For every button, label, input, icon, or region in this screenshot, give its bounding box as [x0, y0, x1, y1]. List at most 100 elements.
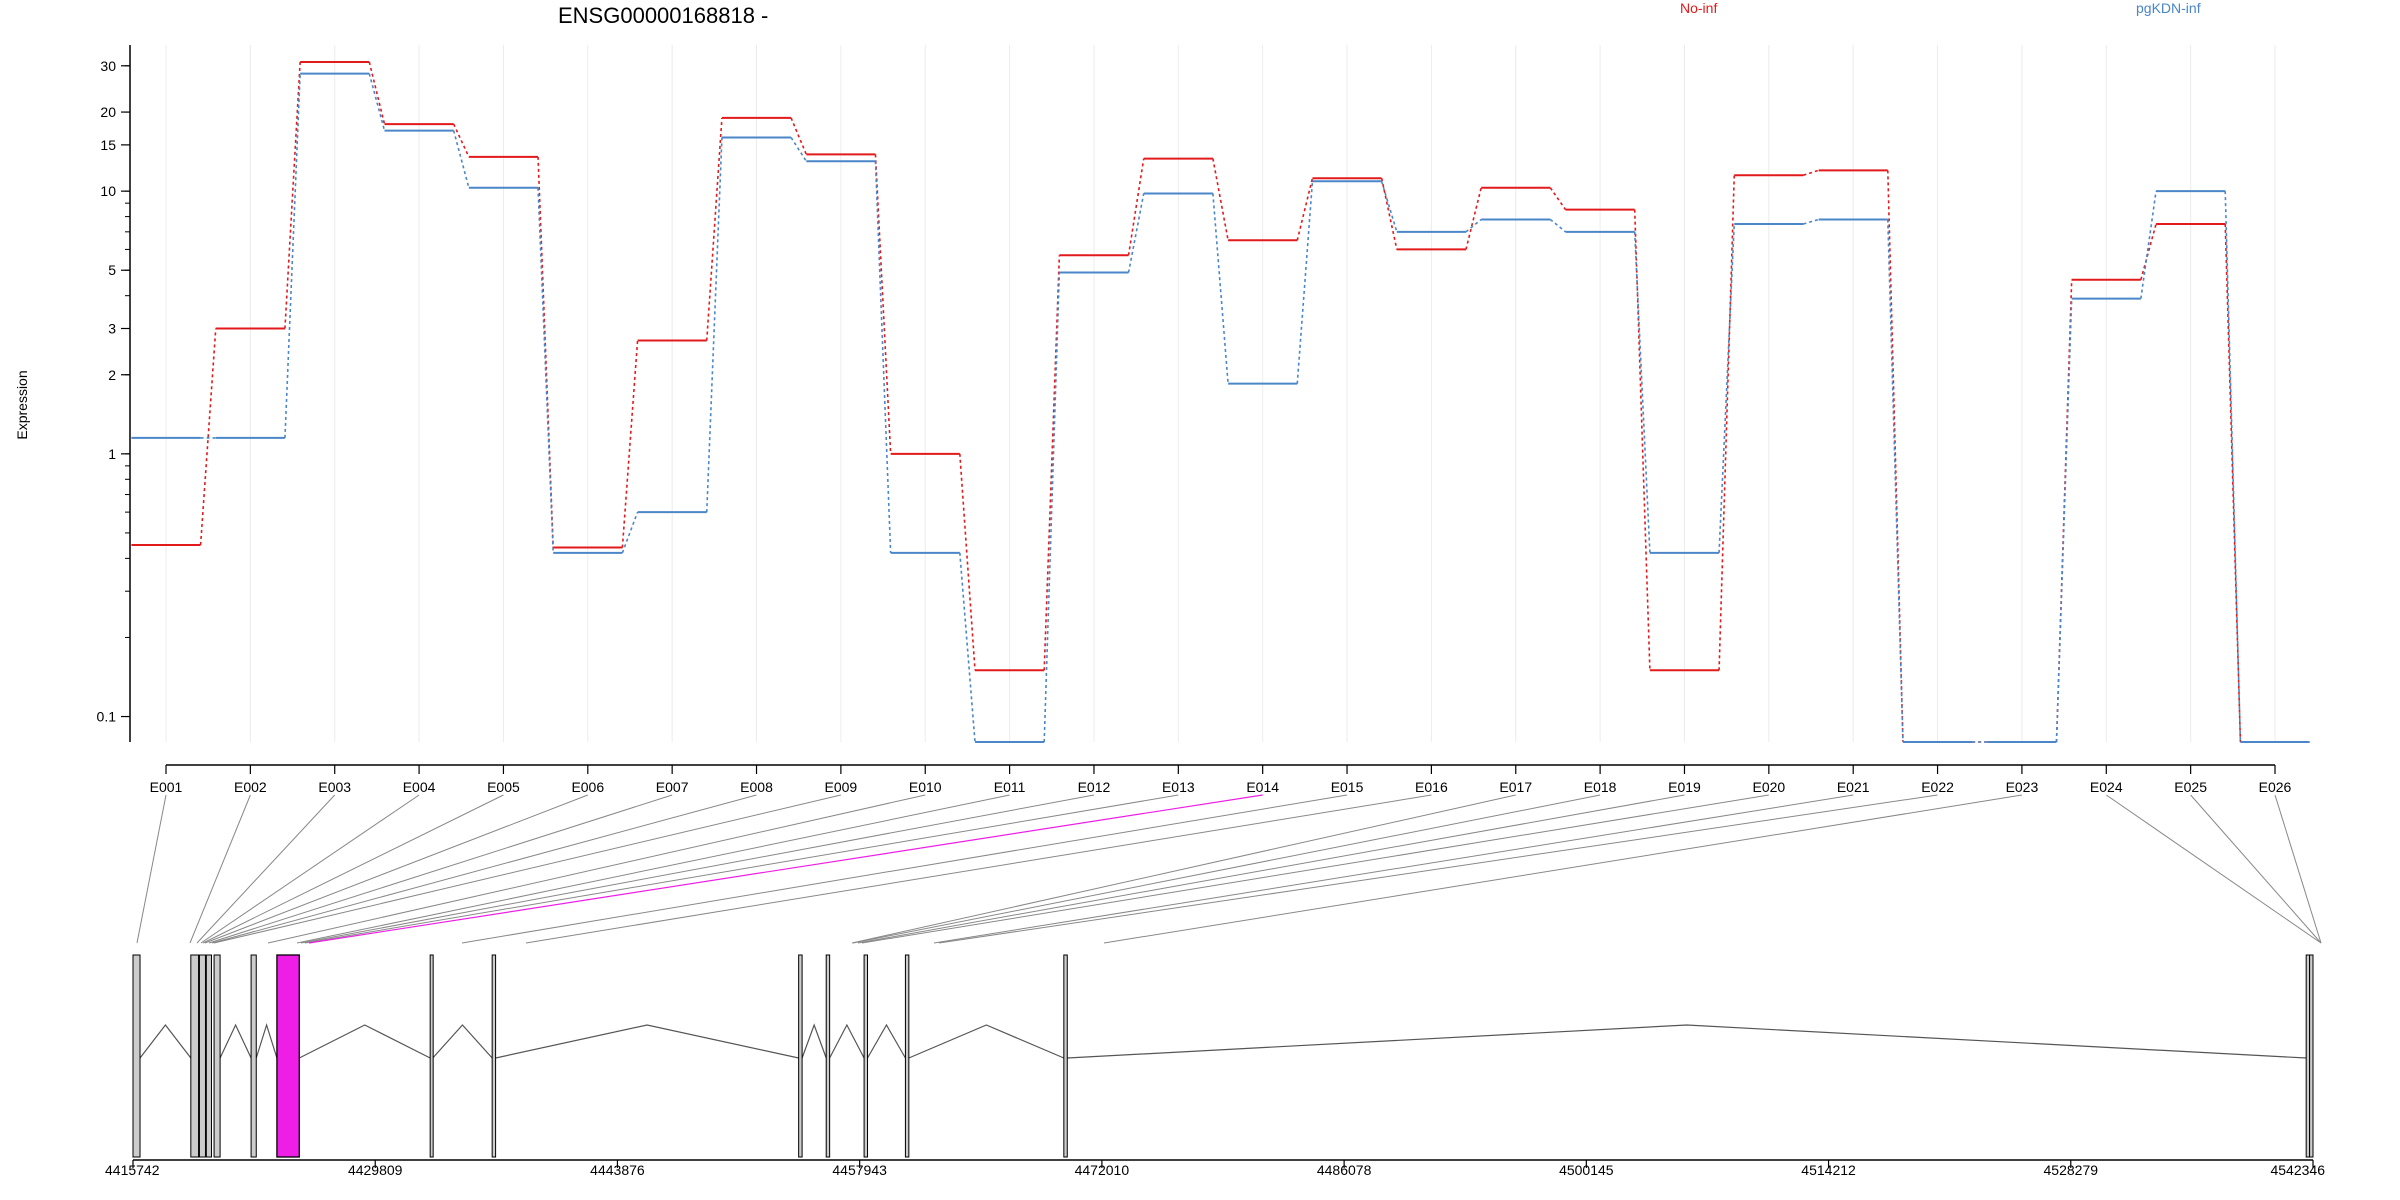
y-tick-label: 5 [108, 262, 116, 278]
exon [491, 954, 497, 1158]
exon [205, 954, 212, 1158]
genome-tick-label: 4528279 [2044, 1162, 2099, 1178]
series-link [1465, 187, 1482, 250]
x-tick-label: E016 [1415, 779, 1448, 795]
series-1 [131, 72, 2310, 743]
series-link [2140, 191, 2157, 299]
series-link [621, 340, 639, 548]
x-tick-label: E003 [318, 779, 351, 795]
chart-title: ENSG00000168818 - [558, 3, 768, 28]
exon [429, 954, 434, 1158]
x-tick-label: E008 [740, 779, 773, 795]
series-link [621, 511, 639, 554]
legend-pgkdn-inf: pgKDN-inf [2136, 0, 2201, 16]
genome-tick-label: 4514212 [1801, 1162, 1856, 1178]
x-tick-label: E010 [909, 779, 942, 795]
x-tick-label: E022 [1921, 779, 1954, 795]
y-tick-label: 3 [108, 321, 116, 337]
intron [867, 1023, 906, 1059]
genome-tick-label: 4429809 [348, 1162, 403, 1178]
series-link [368, 73, 386, 131]
x-tick-label: E025 [2174, 779, 2207, 795]
exon [190, 954, 200, 1158]
y-axis: 0.1 1 2 3 5 10 15 20 30 [97, 45, 131, 742]
connector [196, 794, 336, 944]
x-tick-label: E024 [2090, 779, 2123, 795]
connector [861, 794, 1769, 944]
connector [857, 794, 1685, 944]
series-link [2224, 223, 2242, 743]
connector [213, 794, 841, 944]
connector [933, 794, 1854, 944]
x-tick-label: E005 [487, 779, 520, 795]
gridlines [165, 45, 2276, 742]
series-link [705, 137, 723, 513]
intron [1067, 1024, 2307, 1059]
x-axis: E001 E002 E003 E004 E005 E006 E007 E008 E009 E010… [150, 764, 2292, 795]
series-link [1633, 231, 1651, 553]
x-tick-label: E004 [403, 779, 436, 795]
series-link [2224, 191, 2242, 743]
x-tick-label: E019 [1668, 779, 1701, 795]
series-link [959, 552, 976, 743]
series-link [1633, 209, 1651, 671]
y-tick-label: 15 [100, 137, 116, 153]
series-link [1212, 158, 1229, 241]
connector [267, 794, 926, 944]
series-link [1380, 178, 1398, 250]
y-tick-label: 10 [100, 183, 116, 199]
series-link [874, 161, 892, 553]
series-link [1296, 181, 1314, 384]
x-tick-label: E026 [2259, 779, 2292, 795]
y-axis-label: Expression [14, 370, 30, 439]
series-0 [131, 61, 2310, 743]
series-link [1296, 178, 1314, 241]
x-tick-label: E006 [571, 779, 604, 795]
series-link [705, 117, 723, 341]
series-link [1465, 218, 1482, 233]
connector [461, 794, 1348, 944]
x-tick-label: E011 [994, 779, 1026, 795]
series-link [1718, 175, 1736, 671]
intron [908, 1024, 1065, 1059]
connector [296, 794, 1010, 944]
intron [219, 1023, 252, 1059]
connector [2105, 794, 2322, 944]
exon [1063, 954, 1068, 1158]
x-tick-label: E009 [825, 779, 858, 795]
series-link [199, 328, 217, 545]
series-link [790, 137, 807, 162]
connector [938, 794, 1938, 944]
connector [851, 794, 1516, 944]
connector [2274, 794, 2322, 944]
connector-highlighted [308, 794, 1263, 944]
connector [189, 794, 251, 944]
x-tick-label: E007 [656, 779, 689, 795]
connector [304, 794, 1179, 944]
exon [198, 954, 206, 1158]
series-link [368, 61, 386, 125]
series-link [1043, 255, 1061, 671]
series-link [1803, 169, 1819, 176]
series-link [2055, 279, 2073, 743]
x-tick-label: E002 [234, 779, 267, 795]
exon [2309, 954, 2314, 1158]
x-tick-label: E020 [1752, 779, 1785, 795]
intron [139, 1024, 192, 1059]
genome-axis: 4415742 4429809 4443876 4457943 4472010 44860… [105, 1159, 2325, 1178]
y-tick-label: 0.1 [97, 709, 117, 725]
series-link [790, 117, 808, 155]
connector [202, 794, 504, 944]
series-link [1043, 272, 1061, 743]
series-link [537, 187, 555, 553]
intron [432, 1024, 493, 1059]
x-tick-label: E015 [1331, 779, 1364, 795]
series-link [2055, 298, 2073, 743]
series-link [1803, 218, 1819, 225]
x-tick-label: E017 [1499, 779, 1532, 795]
connector [852, 794, 1601, 944]
x-tick-label: E001 [150, 779, 183, 795]
exon-highlighted [276, 954, 300, 1158]
genome-tick-label: 4457943 [832, 1162, 887, 1178]
series-link [1127, 193, 1145, 273]
